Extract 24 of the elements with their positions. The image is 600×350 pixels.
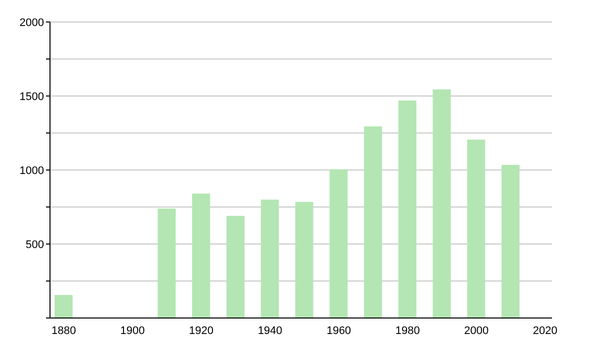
- bar: [192, 194, 210, 318]
- x-tick-label: 1940: [258, 324, 282, 337]
- bar: [432, 89, 451, 318]
- x-tick-label: 2020: [532, 324, 558, 337]
- bar: [398, 100, 416, 318]
- bar: [364, 126, 382, 318]
- x-tick-label: 1960: [326, 324, 352, 337]
- x-tick-label: 1980: [395, 324, 420, 337]
- bar: [295, 202, 314, 318]
- bar: [467, 140, 486, 318]
- x-tick-label: 1880: [52, 324, 76, 337]
- y-tick-label: 2000: [20, 16, 44, 29]
- x-tick-label: 1900: [120, 324, 145, 337]
- bar: [260, 200, 279, 318]
- bar: [502, 164, 520, 318]
- bar: [54, 295, 73, 318]
- y-tick-label: 1000: [20, 164, 44, 177]
- bar: [226, 216, 244, 318]
- x-tick-label: 2000: [464, 324, 489, 337]
- y-tick-label: 500: [26, 238, 44, 251]
- bar: [158, 208, 176, 318]
- y-tick-label: 1500: [20, 90, 44, 103]
- x-tick-label: 1920: [189, 324, 214, 337]
- bar: [330, 169, 348, 318]
